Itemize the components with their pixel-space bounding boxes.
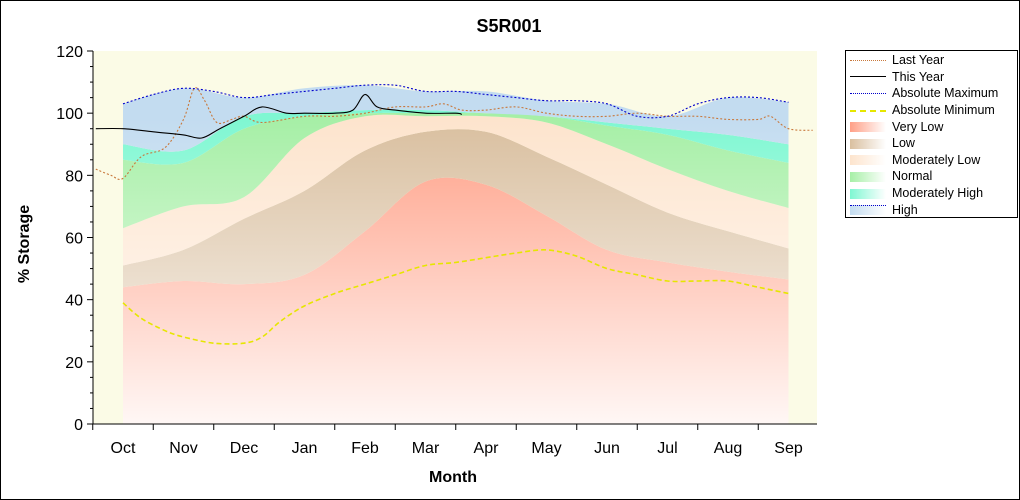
y-axis-label: % Storage [16, 205, 33, 283]
x-tick-label: May [531, 440, 561, 457]
x-axis-label: Month [429, 469, 477, 486]
legend-swatch [850, 88, 886, 99]
x-tick-label: Aug [714, 440, 742, 457]
x-tick-label: Sep [774, 440, 803, 457]
y-tick-label: 60 [65, 231, 83, 248]
legend-item: Last Year [846, 52, 1017, 69]
chart-title: S5R001 [476, 16, 541, 36]
legend-item: Absolute Minimum [846, 102, 1017, 119]
band-fade [123, 118, 789, 424]
legend-label: Very Low [892, 119, 944, 134]
legend-label: Moderately Low [892, 152, 981, 167]
legend-label: Normal [892, 169, 933, 184]
legend-label: Last Year [892, 53, 945, 68]
legend-item: Absolute Maximum [846, 85, 1017, 102]
legend-item: High [846, 201, 1017, 218]
legend-item: Normal [846, 168, 1017, 185]
legend-swatch [850, 171, 886, 182]
band-high [123, 85, 789, 152]
x-tick-label: Jan [292, 440, 318, 457]
legend-swatch [850, 188, 886, 199]
legend-item: Low [846, 135, 1017, 152]
legend-label: Moderately High [892, 186, 984, 201]
legend-item: Very Low [846, 118, 1017, 135]
plot-area: 0 20 40 60 80 100 120 Oct Nov Dec Jan Feb Mar Apr May J… [56, 44, 817, 457]
y-tick-label: 80 [65, 168, 83, 185]
legend-label: High [892, 202, 918, 217]
x-tick-label: Oct [111, 440, 136, 457]
line-last-year [95, 87, 813, 181]
y-tick-label: 120 [56, 44, 83, 61]
legend-label: Low [892, 136, 915, 151]
legend-item: This Year [846, 69, 1017, 86]
legend-label: Absolute Maximum [892, 86, 999, 101]
x-tick-label: Feb [351, 440, 379, 457]
x-tick-label: Jun [594, 440, 620, 457]
legend-label: This Year [892, 69, 945, 84]
line-absolute-maximum [122, 84, 789, 119]
line-absolute-minimum [122, 249, 789, 345]
legend-item: Moderately Low [846, 152, 1017, 169]
legend-swatch [850, 204, 886, 216]
line-this-year [95, 93, 462, 139]
legend-swatch [850, 71, 886, 82]
legend-swatch [850, 154, 886, 166]
legend-swatch [850, 55, 886, 66]
x-tick-label: Dec [230, 440, 258, 457]
legend: Last Year This Year Absolute Maximum Absolu… [845, 50, 1018, 218]
y-tick-label: 40 [65, 293, 83, 310]
legend-swatch [850, 138, 886, 149]
x-tick-label: Mar [412, 440, 440, 457]
legend-swatch [850, 121, 886, 133]
y-tick-label: 100 [56, 106, 83, 123]
legend-swatch [850, 105, 886, 116]
x-tick-label: Nov [169, 440, 197, 457]
x-tick-label: Jul [657, 440, 677, 457]
legend-item: Moderately High [846, 185, 1017, 202]
y-tick-label: 0 [74, 417, 83, 434]
y-tick-label: 20 [65, 355, 83, 372]
x-tick-label: Apr [474, 440, 500, 457]
legend-label: Absolute Minimum [892, 103, 995, 118]
